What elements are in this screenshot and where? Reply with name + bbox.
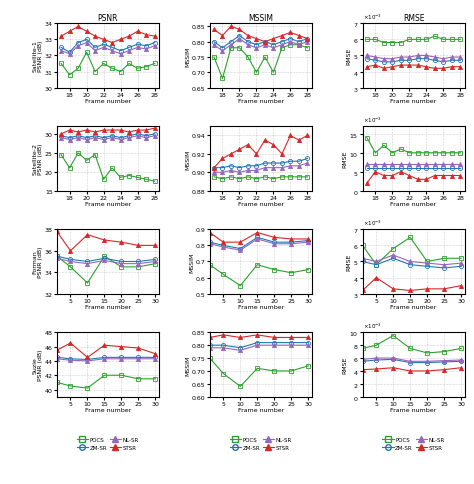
Y-axis label: MSSIM: MSSIM [189,252,194,272]
X-axis label: Frame number: Frame number [391,304,437,310]
Y-axis label: Satellite-2
PSNR (dB): Satellite-2 PSNR (dB) [33,143,44,175]
Y-axis label: MSSIM: MSSIM [185,149,191,169]
Y-axis label: MSSIM: MSSIM [185,46,191,66]
X-axis label: Frame number: Frame number [237,202,284,207]
Y-axis label: Satellite-1
PSNR (dB): Satellite-1 PSNR (dB) [33,41,43,72]
Title: MSSIM: MSSIM [248,15,273,23]
Y-axis label: RMSE: RMSE [346,253,351,271]
X-axis label: Frame number: Frame number [237,99,284,104]
X-axis label: Frame number: Frame number [391,99,437,104]
Y-axis label: Suzie
PSNR (dB): Suzie PSNR (dB) [33,349,43,380]
X-axis label: Frame number: Frame number [85,408,131,412]
Legend: POCS, ZM-SR, NL-SR, STSR: POCS, ZM-SR, NL-SR, STSR [380,435,447,452]
Title: PSNR: PSNR [98,15,118,23]
X-axis label: Frame number: Frame number [391,202,437,207]
X-axis label: Frame number: Frame number [237,408,284,412]
Title: RMSE: RMSE [403,15,424,23]
Y-axis label: Forman
PSNR (dB): Forman PSNR (dB) [33,246,43,278]
Y-axis label: MSSIM: MSSIM [185,355,191,375]
X-axis label: Frame number: Frame number [85,304,131,310]
X-axis label: Frame number: Frame number [85,202,131,207]
Legend: POCS, ZM-SR, NL-SR, STSR: POCS, ZM-SR, NL-SR, STSR [74,435,141,452]
Y-axis label: RMSE: RMSE [343,356,347,374]
Legend: POCS, ZM-SR, NL-SR, STSR: POCS, ZM-SR, NL-SR, STSR [228,435,294,452]
X-axis label: Frame number: Frame number [85,99,131,104]
Y-axis label: RMSE: RMSE [346,47,351,65]
X-axis label: Frame number: Frame number [237,304,284,310]
X-axis label: Frame number: Frame number [391,408,437,412]
Y-axis label: RMSE: RMSE [343,151,347,168]
